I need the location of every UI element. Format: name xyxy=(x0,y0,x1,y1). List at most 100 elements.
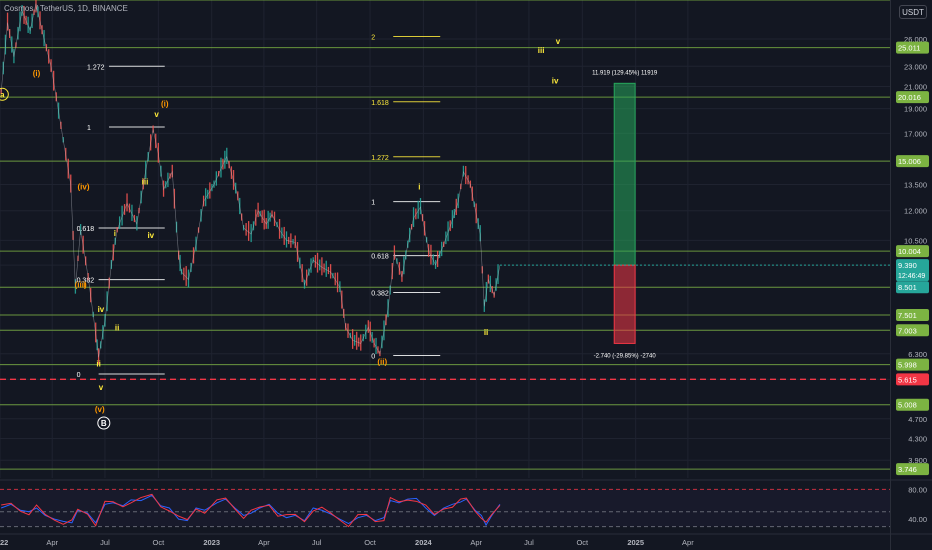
price-tag-label: 7.501 xyxy=(898,311,917,320)
price-tag xyxy=(896,358,929,371)
fib-level-label: 0.382 xyxy=(371,291,389,298)
time-tick-label: Oct xyxy=(364,538,377,547)
price-tag-label: 8.501 xyxy=(898,283,917,292)
price-tag xyxy=(896,281,929,294)
wave-label: (v) xyxy=(95,405,105,414)
price-tick-label: 26.000 xyxy=(904,35,927,44)
time-tick-label: 2022 xyxy=(0,538,8,547)
rsi-tick-label: 80.00 xyxy=(908,485,927,494)
position-stop-zone xyxy=(613,264,636,344)
price-tag-label: 5.998 xyxy=(898,361,917,370)
time-tick-label: Jul xyxy=(100,538,110,547)
wave-label: v xyxy=(99,383,104,392)
price-tag-label: 15.006 xyxy=(898,157,921,166)
fib-level-label: 1.618 xyxy=(371,100,389,107)
wave-label: iv xyxy=(147,231,154,240)
current-price-tag xyxy=(896,259,929,282)
price-tick-label: 3.900 xyxy=(908,456,927,465)
time-tick-label: Apr xyxy=(46,538,58,547)
price-tick-label: 10.500 xyxy=(904,236,927,245)
wave-label: iv xyxy=(98,305,105,314)
fib-level-label: 1.272 xyxy=(87,64,105,71)
price-axis xyxy=(891,0,932,478)
rsi-band xyxy=(0,489,890,527)
price-tag xyxy=(896,398,929,411)
time-tick-label: Jul xyxy=(524,538,534,547)
fib-level-label: 0.618 xyxy=(77,226,95,233)
price-axis-separator xyxy=(890,0,891,550)
currency-button[interactable]: USDT xyxy=(899,5,927,19)
wave-label: (iv) xyxy=(78,183,90,192)
fib-level-label: 2 xyxy=(371,35,375,42)
price-tag-label: 5.008 xyxy=(898,401,917,410)
rsi-line xyxy=(1,493,501,528)
wave-label: ii xyxy=(484,328,488,337)
price-tag xyxy=(896,245,929,258)
fib-level-label: 0 xyxy=(371,354,375,361)
wave-label: (i) xyxy=(161,99,169,108)
wave-label: ii xyxy=(115,323,119,332)
price-tag xyxy=(896,324,929,337)
wave-label: v xyxy=(556,37,561,46)
price-tick-label: 17.000 xyxy=(904,129,927,138)
time-tick-label: 2025 xyxy=(627,538,644,547)
fib-level-label: 1 xyxy=(87,125,91,132)
wave-label-circle xyxy=(97,416,111,430)
price-line xyxy=(0,3,501,358)
price-tick-label: 4.300 xyxy=(908,435,927,444)
position-stop-label: -2.740 (-29.85%) -2740 xyxy=(594,353,657,359)
wave-label: a xyxy=(0,90,5,99)
fib-level-label: 1.272 xyxy=(371,155,389,162)
price-tag-label: 5.615 xyxy=(898,375,917,384)
price-tag xyxy=(896,373,929,386)
time-tick-label: Apr xyxy=(470,538,482,547)
wave-label: v xyxy=(154,110,159,119)
wave-label: (i) xyxy=(33,69,41,78)
wave-label: i xyxy=(114,229,116,238)
price-tag xyxy=(896,91,929,104)
current-price-label: 9.390 xyxy=(898,261,917,270)
price-tag-label: 25.011 xyxy=(898,44,920,53)
wave-label: (ii) xyxy=(377,358,387,367)
price-tag-label: 20.016 xyxy=(898,93,921,102)
fib-level-label: 0.382 xyxy=(77,278,95,285)
price-tag xyxy=(896,309,929,322)
wave-label: iii xyxy=(142,178,149,187)
price-tick-label: 12.000 xyxy=(904,207,927,216)
price-tick-label: 6.300 xyxy=(908,350,927,359)
time-tick-label: Oct xyxy=(153,538,166,547)
wave-label: i xyxy=(84,280,86,289)
time-tick-label: Apr xyxy=(682,538,694,547)
position-target-label: 11.919 (129.45%) 11919 xyxy=(592,70,658,76)
price-tag xyxy=(896,41,929,54)
price-tick-label: 19.000 xyxy=(904,105,927,114)
fib-level-label: 0 xyxy=(77,372,81,379)
time-tick-label: Jul xyxy=(312,538,322,547)
price-tick-label: 23.000 xyxy=(904,62,927,71)
wave-label: iii xyxy=(538,46,545,55)
price-tick-label: 13.500 xyxy=(904,181,927,190)
price-tag-label: 3.746 xyxy=(898,465,917,474)
price-tag-label: 7.003 xyxy=(898,326,917,335)
position-target-zone xyxy=(613,82,636,266)
rsi-tick-label: 40.00 xyxy=(908,515,927,524)
wave-label: i xyxy=(418,183,420,192)
current-price-countdown: 12:46:49 xyxy=(898,273,925,280)
time-tick-label: Oct xyxy=(576,538,589,547)
price-tick-label: 21.000 xyxy=(904,82,927,91)
price-tag-label: 10.004 xyxy=(898,247,921,256)
symbol-title: Cosmos / TetherUS, 1D, BINANCE xyxy=(4,4,128,13)
price-tick-label: 4.700 xyxy=(908,415,927,424)
wave-label: iv xyxy=(552,76,559,85)
wave-label-circle xyxy=(0,87,9,101)
fib-level-label: 0.618 xyxy=(371,254,389,261)
time-tick-label: Apr xyxy=(258,538,270,547)
price-tag xyxy=(896,155,929,168)
price-tag xyxy=(896,463,929,476)
fib-level-label: 1 xyxy=(371,200,375,207)
wave-label: (iii) xyxy=(75,280,87,289)
time-tick-label: 2023 xyxy=(203,538,220,547)
wave-label: B xyxy=(101,419,107,428)
wave-label: ii xyxy=(96,359,100,368)
